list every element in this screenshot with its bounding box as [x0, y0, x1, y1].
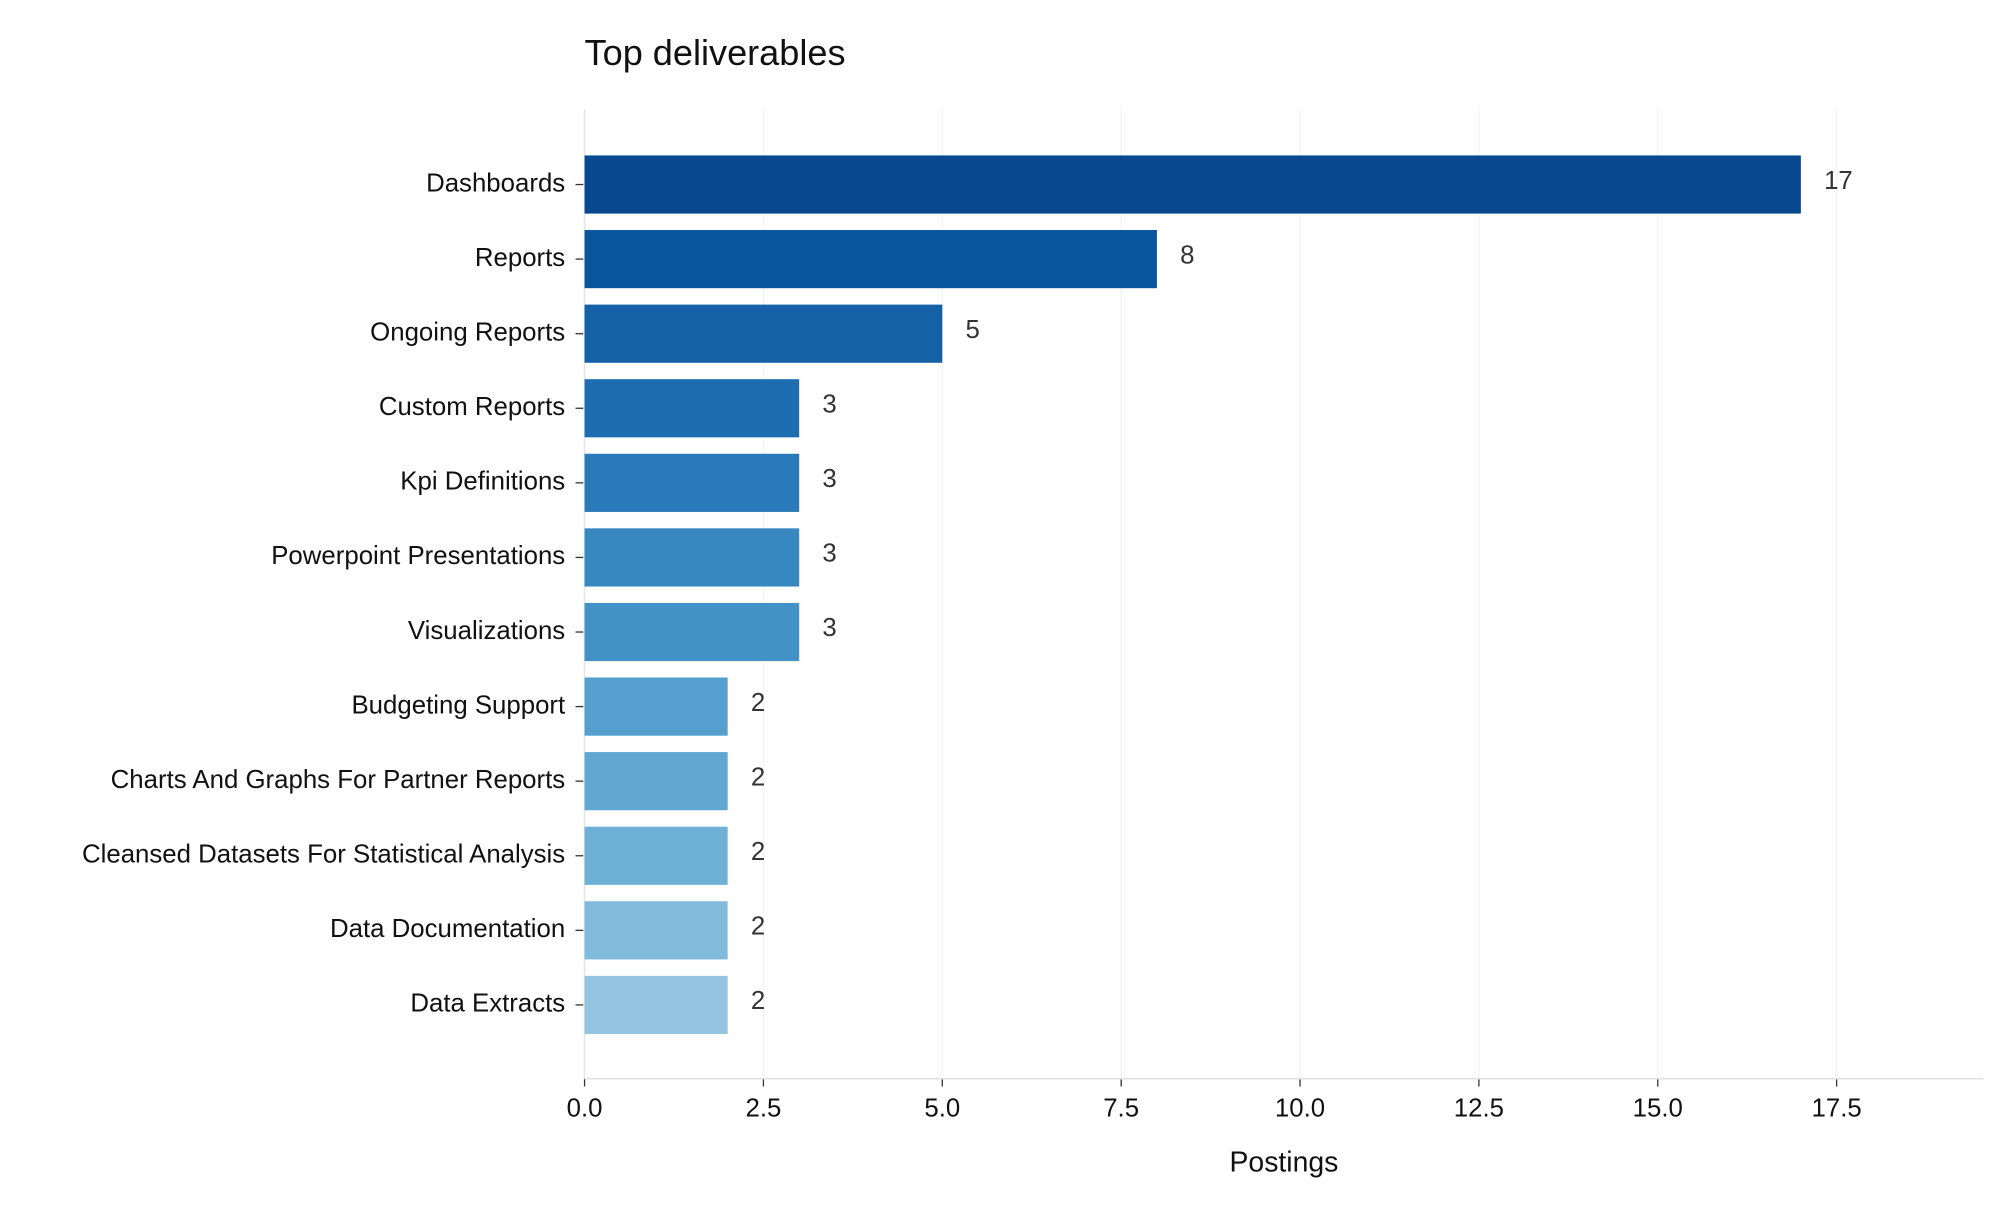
bar: [584, 975, 728, 1035]
bar: [584, 677, 728, 736]
x-tick-label: 5.0: [924, 1095, 960, 1123]
y-tick-label: Reports: [475, 244, 565, 272]
y-tick-label: Data Extracts: [410, 990, 565, 1018]
y-tick-label: Kpi Definitions: [400, 468, 565, 496]
value-label: 3: [822, 465, 836, 493]
y-tick-label: Powerpoint Presentations: [271, 542, 565, 570]
chart-title: Top deliverables: [585, 32, 846, 73]
value-label: 2: [751, 689, 765, 717]
y-tick-label: Budgeting Support: [351, 691, 565, 719]
y-tick-label: Charts And Graphs For Partner Reports: [111, 766, 566, 794]
bar: [584, 901, 728, 960]
x-tick-label: 0.0: [567, 1095, 603, 1123]
value-label: 5: [966, 316, 980, 344]
value-label: 3: [822, 391, 836, 419]
x-tick-label: 10.0: [1275, 1095, 1325, 1123]
value-label: 3: [822, 614, 836, 642]
bar: [584, 230, 1157, 289]
value-label: 3: [822, 540, 836, 568]
value-label: 2: [751, 913, 765, 941]
bar: [584, 752, 728, 811]
x-tick-label: 12.5: [1454, 1095, 1504, 1123]
x-tick-label: 7.5: [1103, 1095, 1139, 1123]
y-tick-label: Ongoing Reports: [370, 318, 565, 346]
bar: [584, 155, 1801, 214]
value-label: 2: [751, 763, 765, 791]
x-tick-label: 2.5: [745, 1095, 781, 1123]
y-tick-label: Custom Reports: [379, 393, 565, 421]
value-label: 8: [1180, 241, 1194, 269]
bar: [584, 602, 800, 662]
bar: [584, 304, 943, 363]
bar: [584, 453, 800, 512]
x-axis-label: Postings: [1230, 1146, 1339, 1178]
y-tick-label: Dashboards: [426, 169, 565, 197]
value-label: 17: [1824, 167, 1853, 195]
bar: [584, 826, 728, 885]
value-label: 2: [751, 838, 765, 866]
x-tick-label: 15.0: [1633, 1095, 1683, 1123]
value-label: 2: [751, 987, 765, 1015]
bar: [584, 379, 800, 438]
bar: [584, 528, 800, 587]
y-tick-label: Data Documentation: [330, 915, 565, 943]
y-tick-label: Cleansed Datasets For Statistical Analys…: [82, 841, 565, 869]
x-tick-label: 17.5: [1812, 1095, 1862, 1123]
y-tick-label: Visualizations: [408, 617, 565, 645]
